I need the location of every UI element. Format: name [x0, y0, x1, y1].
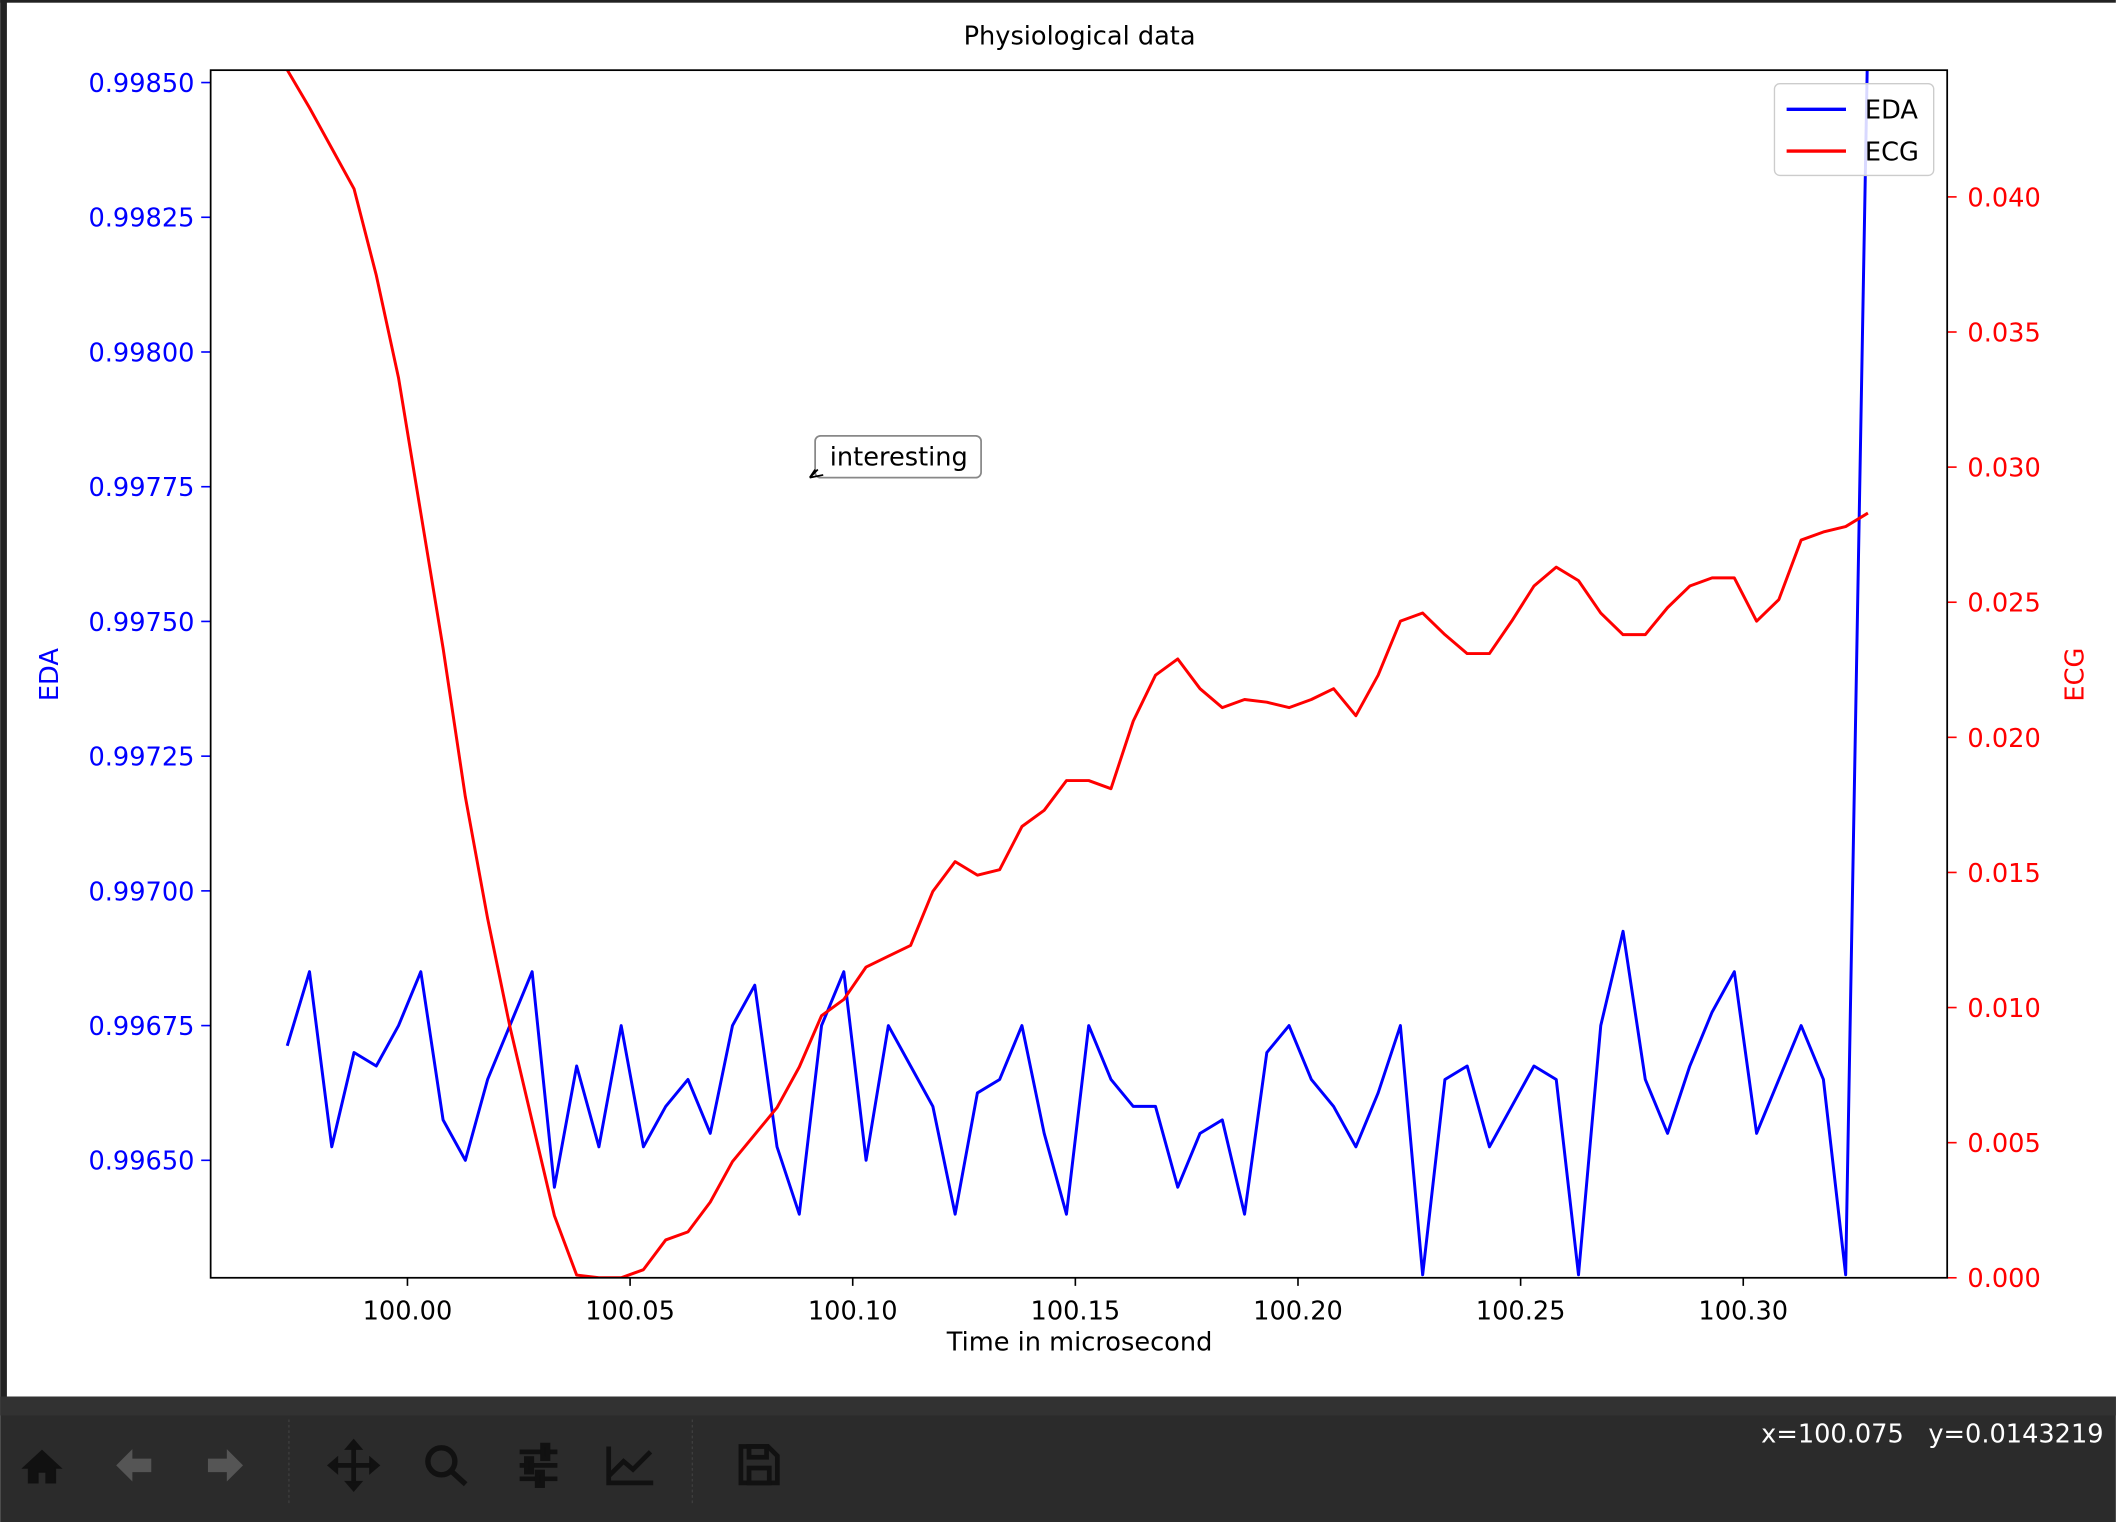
zoom-button[interactable] — [425, 1445, 468, 1487]
y-axis-label: EDA — [35, 648, 65, 701]
annotation-arrow — [809, 468, 824, 479]
cursor-y-readout: y=0.0143219 — [1928, 1419, 2103, 1449]
back-button[interactable] — [116, 1449, 152, 1482]
pan-button[interactable] — [326, 1438, 381, 1493]
x-axis-label: Time in microsecond — [946, 1328, 1213, 1358]
axes-frame — [209, 69, 1949, 1279]
y-tick-label: 0.99650 — [88, 1147, 194, 1177]
y-tick-label: 0.99750 — [88, 608, 194, 638]
edit-axis-button[interactable] — [606, 1446, 654, 1486]
y2-tick-label: 0.035 — [1967, 318, 2040, 348]
y2-tick-label: 0.020 — [1967, 724, 2040, 754]
home-button[interactable] — [21, 1449, 63, 1484]
y2-tick-label: 0.010 — [1967, 994, 2040, 1024]
series-group — [285, 70, 1869, 1278]
annotation-box — [814, 434, 982, 479]
legend-label: EDA — [1865, 96, 1918, 126]
toolbar: x=100.075 y=0.0143219 — [0, 1396, 2116, 1522]
annotation-text: interesting — [830, 443, 968, 473]
window-edge — [0, 0, 2116, 3]
y-tick-label: 0.99675 — [88, 1012, 194, 1042]
window-edge — [0, 0, 7, 1397]
configure-button[interactable] — [519, 1442, 558, 1488]
toolbar-top — [0, 1396, 2116, 1416]
y2-tick-label: 0.030 — [1967, 454, 2040, 484]
y2-tick-label: 0.005 — [1967, 1129, 2040, 1159]
x-tick-label: 100.25 — [1476, 1297, 1566, 1327]
x-tick-label: 100.00 — [363, 1297, 453, 1327]
y-tick-label: 0.99725 — [88, 743, 194, 773]
y2-axis-label: ECG — [2060, 648, 2090, 702]
data-line — [285, 70, 1869, 1278]
y2-tick-label: 0.025 — [1967, 589, 2040, 619]
y-tick-label: 0.99850 — [88, 69, 194, 99]
save-button[interactable] — [738, 1444, 780, 1486]
y-tick-label: 0.99800 — [88, 338, 194, 368]
cursor-x-readout: x=100.075 — [1761, 1419, 1904, 1449]
y-tick-label: 0.99825 — [88, 204, 194, 234]
y2-tick-label: 0.000 — [1967, 1264, 2040, 1294]
annotation: interesting — [809, 434, 982, 479]
x-tick-label: 100.05 — [585, 1297, 675, 1327]
plot-area — [285, 70, 1869, 1278]
y2-tick-label: 0.015 — [1967, 859, 2040, 889]
x-tick-label: 100.30 — [1698, 1297, 1788, 1327]
chart-title: Physiological data — [964, 22, 1196, 52]
forward-button[interactable] — [207, 1449, 244, 1482]
legend-label: ECG — [1865, 138, 1919, 168]
x-tick-label: 100.15 — [1031, 1297, 1121, 1327]
x-tick-label: 100.20 — [1253, 1297, 1343, 1327]
y2-tick-label: 0.040 — [1967, 183, 2040, 213]
x-tick-label: 100.10 — [808, 1297, 898, 1327]
y-tick-label: 0.99700 — [88, 877, 194, 907]
legend: EDA ECG — [1773, 82, 1935, 177]
data-line — [285, 70, 1869, 1277]
y-tick-label: 0.99775 — [88, 473, 194, 503]
